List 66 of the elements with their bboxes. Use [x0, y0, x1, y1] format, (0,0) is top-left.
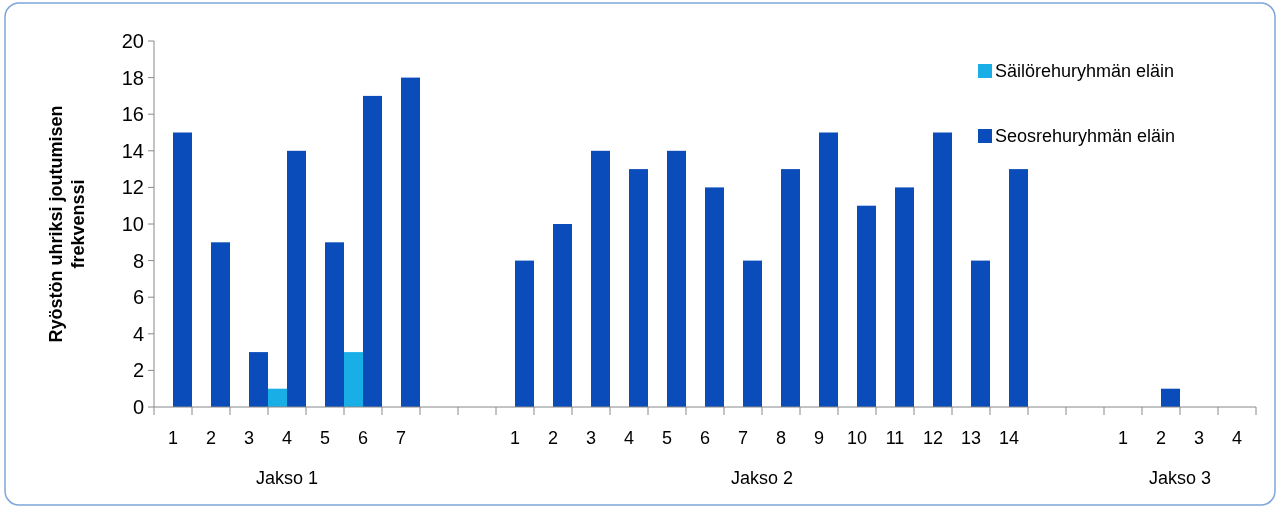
- x-tick-label: 6: [357, 428, 369, 448]
- bar: [363, 95, 382, 407]
- y-tick-label: 8: [132, 249, 144, 272]
- y-tick-label: 20: [121, 30, 144, 52]
- x-tick-label: 4: [623, 428, 635, 448]
- x-tick-label: 2: [1155, 428, 1167, 448]
- y-tick-label: 2: [132, 359, 144, 382]
- y-tick-label: 4: [132, 322, 144, 345]
- x-tick-label: 9: [813, 428, 825, 448]
- bar: [325, 242, 344, 407]
- bar: [1161, 388, 1180, 407]
- bar: [895, 187, 914, 407]
- bar: [249, 352, 268, 407]
- y-tick-label: 16: [121, 103, 144, 126]
- y-tick-label: 18: [121, 66, 144, 89]
- bar: [173, 132, 192, 407]
- x-tick-label: 13: [960, 428, 982, 448]
- bar: [1009, 169, 1028, 407]
- x-tick-label: 1: [1117, 428, 1129, 448]
- bar: [819, 132, 838, 407]
- bar: [857, 205, 876, 407]
- text: Jakso 2: [730, 468, 794, 488]
- bar: [933, 132, 952, 407]
- bar: [705, 187, 724, 407]
- bar: [268, 388, 287, 407]
- y-axis-title: Ryöstön uhriksi joutumisen frekvenssi: [46, 105, 88, 343]
- y-tick-label: 0: [132, 396, 144, 418]
- x-tick-label: 14: [998, 428, 1020, 448]
- x-tick-label: 11: [885, 428, 905, 448]
- x-tick-label: 6: [699, 428, 711, 448]
- x-tick-label: 5: [661, 428, 673, 448]
- bar: [553, 224, 572, 407]
- y-tick-label: 14: [121, 139, 144, 162]
- x-tick-label: 4: [281, 428, 293, 448]
- x-tick-label: 5: [319, 428, 331, 448]
- x-tick-label: 8: [775, 428, 787, 448]
- x-tick-label: 10: [846, 428, 868, 448]
- x-tick-label: 3: [243, 428, 255, 448]
- text: Jakso 3: [1148, 468, 1212, 488]
- x-tick-label: 7: [737, 428, 749, 448]
- x-tick-label: 7: [395, 428, 407, 448]
- x-tick-label: 2: [547, 428, 559, 448]
- bar: [344, 352, 363, 407]
- y-tick-label: 6: [132, 286, 144, 309]
- bar: [591, 150, 610, 407]
- legend-label: Säilörehuryhmän eläin: [995, 61, 1175, 82]
- bar: [515, 260, 534, 407]
- x-tick-label: 4: [1231, 428, 1243, 448]
- y-tick-label: 12: [121, 176, 144, 199]
- bar: [971, 260, 990, 407]
- x-tick-label: 3: [585, 428, 597, 448]
- bar: [629, 169, 648, 407]
- y-tick-label: 10: [121, 213, 144, 235]
- bar: [781, 169, 800, 407]
- bar: [287, 150, 306, 407]
- x-tick-label: 3: [1193, 428, 1205, 448]
- x-tick-label: 1: [167, 428, 179, 448]
- bar: [667, 150, 686, 407]
- text: Jakso 1: [255, 468, 319, 488]
- bar: [401, 77, 420, 407]
- x-tick-label: 2: [205, 428, 217, 448]
- bar: [743, 260, 762, 407]
- bar: [211, 242, 230, 407]
- legend-label: Seosrehuryhmän eläin: [995, 126, 1176, 147]
- x-tick-label: 12: [922, 428, 944, 448]
- x-tick-label: 1: [509, 428, 521, 448]
